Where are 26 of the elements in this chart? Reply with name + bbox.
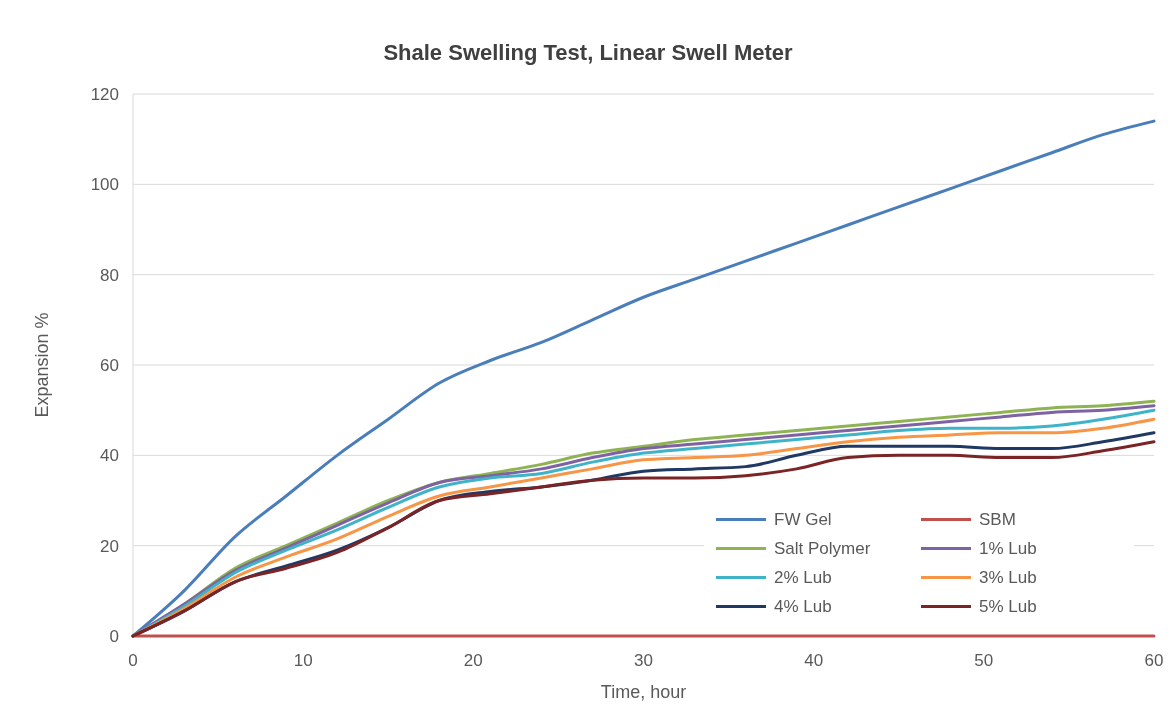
legend-label: SBM bbox=[979, 510, 1016, 530]
line-series bbox=[131, 119, 1156, 638]
y-tick-label: 100 bbox=[90, 175, 119, 195]
y-tick-label: 40 bbox=[100, 446, 119, 466]
x-tick-label: 40 bbox=[804, 651, 824, 670]
chart-title: Shale Swelling Test, Linear Swell Meter bbox=[383, 40, 794, 65]
legend-label: FW Gel bbox=[774, 510, 832, 530]
legend-label: 5% Lub bbox=[979, 597, 1037, 617]
x-tick-label: 60 bbox=[1144, 651, 1164, 670]
legend-label: Salt Polymer bbox=[774, 539, 871, 559]
legend-label: 3% Lub bbox=[979, 568, 1037, 588]
x-tick-label: 50 bbox=[974, 651, 994, 670]
y-axis-title: Expansion % bbox=[32, 312, 52, 418]
y-tick-label: 20 bbox=[100, 536, 119, 556]
x-tick-label: 20 bbox=[463, 651, 483, 670]
y-tick-label: 0 bbox=[109, 626, 119, 646]
x-tick-label: 10 bbox=[293, 651, 313, 670]
legend-label: 4% Lub bbox=[774, 597, 832, 617]
y-tick-label: 80 bbox=[100, 265, 119, 285]
legend-label: 1% Lub bbox=[979, 539, 1037, 559]
legend-label: 2% Lub bbox=[774, 568, 832, 588]
y-tick-label: 120 bbox=[90, 84, 119, 104]
x-tick-label: 0 bbox=[128, 651, 138, 670]
x-tick-label: 30 bbox=[634, 651, 653, 670]
x-axis-title: Time, hour bbox=[600, 682, 687, 702]
y-tick-label: 60 bbox=[100, 355, 119, 375]
